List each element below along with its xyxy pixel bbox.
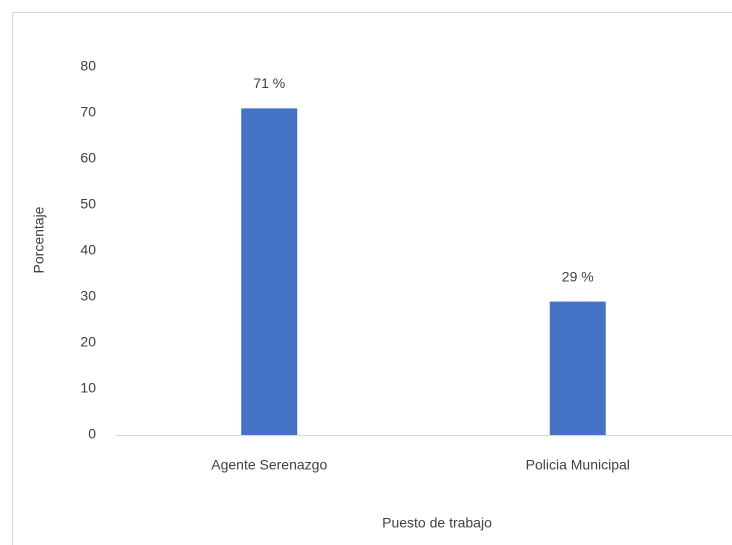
value-label: 29 %	[562, 268, 594, 284]
y-tick-label: 40	[80, 242, 96, 258]
y-tick-label: 60	[80, 150, 96, 166]
y-tick-label: 20	[80, 334, 96, 350]
chart-border	[12, 12, 732, 545]
y-tick-label: 0	[88, 426, 96, 442]
x-axis-title: Puesto de trabajo	[382, 515, 492, 531]
bar	[549, 301, 606, 435]
y-axis-title: Porcentaje	[31, 206, 47, 273]
x-tick-label: Agente Serenazgo	[211, 457, 327, 473]
y-tick-label: 30	[80, 288, 96, 304]
x-tick-label: Policia Municipal	[526, 457, 630, 473]
bar	[241, 108, 298, 436]
value-label: 71 %	[253, 75, 285, 91]
y-tick-label: 70	[80, 104, 96, 120]
y-tick-label: 10	[80, 380, 96, 396]
y-tick-label: 80	[80, 58, 96, 74]
y-tick-label: 50	[80, 196, 96, 212]
